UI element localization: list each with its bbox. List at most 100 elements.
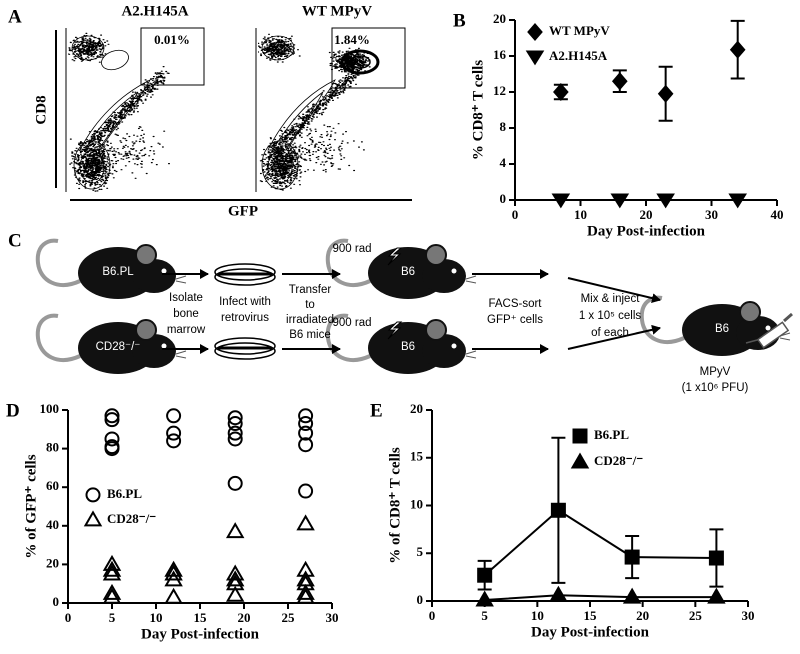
mouse-label: B6.PL — [102, 266, 134, 278]
x-tick-label: 15 — [194, 610, 208, 625]
marker — [164, 587, 183, 604]
x-tick-label: 10 — [531, 608, 544, 623]
marker — [550, 502, 566, 518]
marker — [622, 587, 642, 604]
marker — [166, 408, 182, 424]
legend-marker — [572, 428, 588, 444]
marker — [166, 433, 182, 449]
x-tick-label: 30 — [326, 610, 339, 625]
step-text: Isolate — [169, 292, 203, 304]
marker — [549, 585, 568, 602]
legend-label: A2.H145A — [549, 48, 608, 63]
panel-letter: C — [8, 230, 22, 251]
axis-label: GFP — [228, 203, 258, 219]
step-text: Transfer — [289, 284, 332, 296]
flow-dots — [258, 33, 371, 191]
radiation-icon — [387, 247, 403, 266]
marker — [104, 441, 120, 457]
y-tick-label: 16 — [493, 47, 507, 62]
marker — [728, 193, 748, 209]
legend-label: CD28⁻/⁻ — [107, 511, 156, 526]
y-tick-label: 20 — [410, 401, 423, 416]
marker — [166, 425, 182, 441]
flow-plot — [68, 32, 170, 192]
marker — [298, 483, 314, 499]
line — [484, 594, 717, 602]
flow-plot — [258, 33, 380, 191]
dish — [214, 263, 276, 360]
marker — [164, 560, 183, 577]
marker — [225, 585, 245, 602]
legend-marker — [570, 452, 590, 469]
x-tick-label: 30 — [705, 207, 718, 222]
step-text: Infect with — [219, 296, 271, 308]
step-text: B6 mice — [289, 329, 331, 341]
syringe-icon — [745, 312, 793, 349]
x-tick-label: 10 — [150, 610, 163, 625]
dose-label: 900 rad — [332, 317, 371, 329]
marker — [225, 522, 245, 539]
x-tick-label: 25 — [282, 610, 296, 625]
y-axis-label: % CD8⁺ T cells — [470, 60, 486, 160]
marker — [102, 560, 122, 577]
flow-dots — [68, 32, 170, 192]
legend-label: CD28⁻/⁻ — [594, 453, 643, 468]
plot-title: A2.H145A — [121, 3, 188, 19]
step-text: Mix & inject — [581, 293, 641, 305]
step-text: (1 x10⁶ PFU) — [682, 382, 749, 394]
x-tick-label: 40 — [771, 207, 784, 222]
step-text: irradiated — [286, 314, 334, 326]
x-tick-label: 5 — [109, 610, 116, 625]
panel-letter: E — [370, 400, 383, 421]
mouse-label: B6 — [715, 323, 729, 335]
step-text: retrovirus — [221, 312, 269, 324]
radiation-icon — [387, 321, 403, 340]
marker — [551, 193, 571, 209]
y-tick-label: 40 — [46, 517, 59, 532]
y-tick-label: 0 — [500, 191, 507, 206]
x-axis-label: Day Post-infection — [531, 624, 650, 640]
x-tick-label: 30 — [742, 608, 755, 623]
marker — [227, 410, 243, 426]
gate — [331, 27, 406, 89]
y-tick-label: 4 — [500, 155, 507, 170]
legend-marker — [527, 22, 543, 42]
step-text: of each — [591, 327, 629, 339]
y-tick-label: 12 — [493, 83, 506, 98]
step-text: GFP⁺ cells — [487, 314, 543, 326]
arrow — [162, 269, 661, 354]
marker — [227, 425, 243, 441]
x-tick-label: 0 — [512, 207, 519, 222]
marker — [298, 416, 314, 432]
marker — [104, 412, 120, 428]
marker — [104, 431, 120, 447]
marker — [227, 431, 243, 447]
marker — [225, 570, 245, 587]
step-text: 1 x 10⁵ cells — [579, 310, 642, 322]
marker — [656, 193, 675, 209]
marker — [729, 40, 746, 59]
marker — [296, 583, 315, 600]
y-tick-label: 20 — [46, 555, 59, 570]
y-tick-label: 0 — [53, 594, 60, 609]
mouse-label: B6 — [401, 341, 415, 353]
x-tick-label: 0 — [429, 608, 436, 623]
gate-label: 1.84% — [334, 32, 370, 47]
y-tick-label: 10 — [410, 496, 423, 511]
x-tick-label: 20 — [640, 207, 653, 222]
y-axis-label: % of GFP⁺ cells — [23, 454, 39, 558]
panel-a: A A2.H145A WT MPyV CD8 GFP 0.01% 1.84% — [8, 3, 412, 219]
panel-letter: B — [453, 10, 466, 31]
legend-marker — [83, 510, 103, 527]
step-text: marrow — [167, 324, 206, 336]
panel-c: C B6.PL CD28⁻/⁻ B6 B6 B6 900 rad 900 rad — [8, 230, 793, 394]
marker — [610, 193, 630, 209]
x-tick-label: 0 — [65, 610, 72, 625]
y-tick-label: 60 — [46, 478, 59, 493]
mouse-label: CD28⁻/⁻ — [96, 341, 141, 353]
marker — [296, 587, 315, 604]
marker — [553, 82, 569, 102]
plot-title: WT MPyV — [302, 3, 372, 19]
marker — [104, 408, 120, 424]
marker — [164, 564, 183, 581]
